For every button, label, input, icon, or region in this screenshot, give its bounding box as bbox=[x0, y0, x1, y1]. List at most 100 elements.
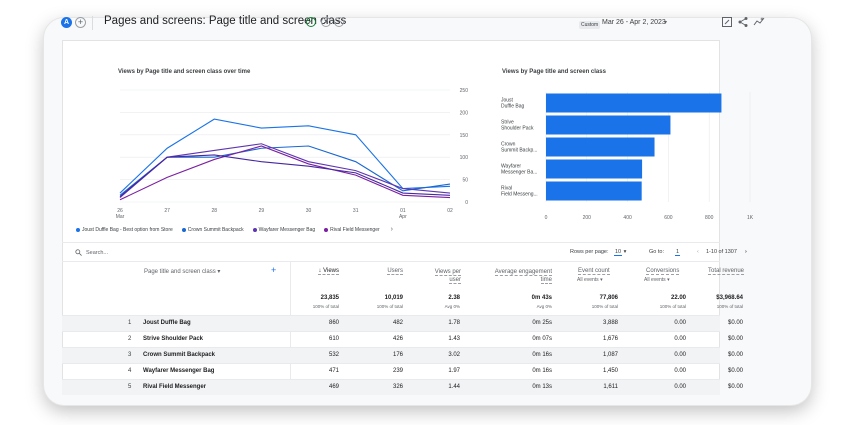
rows-per-page-select[interactable]: 10 ▾ bbox=[614, 249, 627, 256]
next-page-icon[interactable]: › bbox=[745, 249, 747, 255]
bar-category-label: Rival bbox=[501, 186, 512, 192]
conversion-filter-dropdown[interactable]: All events ▾ bbox=[644, 277, 670, 283]
total-conversions-sub: 100% of total bbox=[659, 304, 686, 309]
x-tick-label: 600 bbox=[664, 215, 673, 220]
table-row[interactable]: 3 Crown Summit Backpack 532 176 3.02 0m 16s 1,… bbox=[62, 347, 743, 363]
total-vpu: 2.38 bbox=[448, 295, 460, 301]
bar-chart-title: Views by Page title and screen class bbox=[502, 69, 606, 75]
edit-report-icon[interactable] bbox=[721, 16, 733, 28]
row-page-title[interactable]: Rival Field Messenger bbox=[143, 384, 207, 390]
x-tick-label: 31 bbox=[353, 208, 359, 214]
page-title: Pages and screens: Page title and screen… bbox=[104, 15, 347, 27]
cell-conv: 0.00 bbox=[674, 384, 686, 390]
col-header-conversions[interactable]: Conversions bbox=[646, 268, 680, 275]
legend-dot bbox=[252, 227, 257, 232]
prev-page-icon[interactable]: ‹ bbox=[697, 249, 699, 255]
total-engagement: 0m 43s bbox=[531, 295, 552, 301]
bar-category-label: Joust bbox=[501, 98, 514, 104]
series-line bbox=[119, 118, 451, 194]
col-header-events-label: Event count bbox=[578, 268, 610, 275]
cell-views: 610 bbox=[328, 336, 339, 342]
add-dimension-icon[interactable]: + bbox=[271, 265, 277, 275]
col-header-views-per-user[interactable]: Views per user bbox=[425, 268, 461, 284]
bar-category-label: Wayfarer bbox=[501, 164, 521, 170]
row-number: 2 bbox=[128, 336, 132, 342]
x-tick-label: Mar bbox=[116, 214, 125, 220]
series-line bbox=[119, 145, 451, 201]
x-tick-label: 400 bbox=[623, 215, 632, 220]
col-header-views[interactable]: ↓ Views bbox=[313, 268, 339, 275]
table-row[interactable]: 4 Wayfarer Messenger Bag 471 239 1.97 0m 16s 1… bbox=[62, 363, 743, 379]
row-page-title[interactable]: Strive Shoulder Pack bbox=[143, 336, 204, 342]
col-header-events[interactable]: Event count bbox=[578, 268, 610, 275]
y-tick-label: 50 bbox=[462, 178, 468, 184]
legend-label: Joust Duffle Bag - Best option from Stor… bbox=[82, 226, 173, 233]
table-row[interactable]: 5 Rival Field Messenger 469 326 1.44 0m 13s 1,… bbox=[62, 379, 743, 395]
date-dropdown-icon[interactable]: ▾ bbox=[664, 20, 668, 26]
cell-events: 1,087 bbox=[602, 352, 618, 358]
y-tick-label: 250 bbox=[460, 88, 469, 94]
event-filter-dropdown[interactable]: All events ▾ bbox=[577, 277, 603, 283]
cell-conv: 0.00 bbox=[674, 352, 686, 358]
legend-next-icon[interactable]: › bbox=[390, 226, 393, 233]
bar-category-label: Field Messeng... bbox=[501, 192, 538, 198]
search-input[interactable]: Search... bbox=[86, 249, 109, 256]
add-icon[interactable]: + bbox=[334, 17, 344, 27]
table-search[interactable]: Search... bbox=[75, 249, 108, 256]
col-header-eng-label: Average engagement time bbox=[494, 269, 552, 284]
bar bbox=[546, 181, 642, 201]
share-icon[interactable] bbox=[737, 16, 749, 28]
total-views-sub: 100% of total bbox=[312, 304, 339, 309]
table-row[interactable]: 2 Strive Shoulder Pack 610 426 1.43 0m 07s 1,6… bbox=[62, 331, 743, 347]
chevron-down-icon[interactable]: ▾ bbox=[321, 17, 331, 27]
check-circle-icon[interactable]: ✓ bbox=[306, 17, 316, 27]
total-users: 10,019 bbox=[384, 295, 403, 301]
chart-legend: Joust Duffle Bag - Best option from Stor… bbox=[76, 226, 393, 233]
total-events: 77,806 bbox=[599, 295, 618, 301]
table-row[interactable]: 1 Joust Duffle Bag 860 482 1.78 0m 25s 3,888 0.… bbox=[62, 315, 743, 331]
cell-views: 860 bbox=[328, 320, 339, 326]
cell-conv: 0.00 bbox=[674, 368, 686, 374]
legend-item[interactable]: Rival Field Messenger bbox=[324, 227, 380, 233]
chevron-down-icon[interactable]: ▾ bbox=[217, 269, 221, 275]
col-header-users[interactable]: Users bbox=[379, 268, 403, 275]
date-range-picker[interactable]: Mar 26 - Apr 2, 2023 bbox=[602, 19, 666, 26]
cell-rev: $0.00 bbox=[727, 352, 743, 358]
cell-eng: 0m 13s bbox=[532, 384, 552, 390]
col-header-engagement[interactable]: Average engagement time bbox=[492, 268, 552, 284]
x-tick-label: 30 bbox=[306, 208, 312, 214]
goto-value[interactable]: 1 bbox=[675, 249, 681, 256]
cell-rev: $0.00 bbox=[727, 320, 743, 326]
legend-item[interactable]: Joust Duffle Bag - Best option from Stor… bbox=[76, 227, 173, 233]
row-page-title[interactable]: Joust Duffle Bag bbox=[143, 320, 191, 326]
row-page-title[interactable]: Wayfarer Messenger Bag bbox=[143, 368, 215, 374]
row-page-title[interactable]: Crown Summit Backpack bbox=[143, 352, 216, 358]
x-tick-label: 01 bbox=[400, 208, 406, 214]
cell-conv: 0.00 bbox=[674, 336, 686, 342]
bar-category-label: Duffle Bag bbox=[501, 104, 524, 110]
legend-item[interactable]: Crown Summit Backpack bbox=[181, 227, 244, 233]
date-custom-badge: Custom bbox=[579, 21, 601, 29]
goto-label: Go to: bbox=[649, 249, 664, 255]
rows-per-page-value[interactable]: 10 bbox=[614, 249, 623, 256]
divider bbox=[62, 261, 720, 262]
row-number: 5 bbox=[128, 384, 132, 390]
chevron-down-icon[interactable]: ▾ bbox=[623, 249, 627, 255]
cell-vpu: 3.02 bbox=[448, 352, 460, 358]
col-header-views-label: ↓ Views bbox=[318, 268, 339, 275]
goto-input[interactable]: 1 bbox=[675, 249, 681, 256]
x-tick-label: 29 bbox=[259, 208, 265, 214]
legend-item[interactable]: Wayfarer Messenger Bag bbox=[252, 227, 315, 233]
property-avatar[interactable]: A bbox=[61, 17, 72, 28]
insights-icon[interactable] bbox=[753, 16, 765, 28]
bar-category-label: Strive bbox=[501, 120, 514, 126]
cell-eng: 0m 16s bbox=[532, 368, 552, 374]
col-header-revenue[interactable]: Total revenue bbox=[708, 268, 745, 275]
row-number: 1 bbox=[128, 320, 132, 326]
cell-rev: $0.00 bbox=[727, 384, 743, 390]
add-comparison-icon[interactable]: + bbox=[75, 17, 86, 28]
dimension-header[interactable]: Page title and screen class ▾ bbox=[144, 268, 220, 275]
cell-eng: 0m 16s bbox=[532, 352, 552, 358]
cell-users: 239 bbox=[392, 368, 403, 374]
cell-rev: $0.00 bbox=[727, 368, 743, 374]
